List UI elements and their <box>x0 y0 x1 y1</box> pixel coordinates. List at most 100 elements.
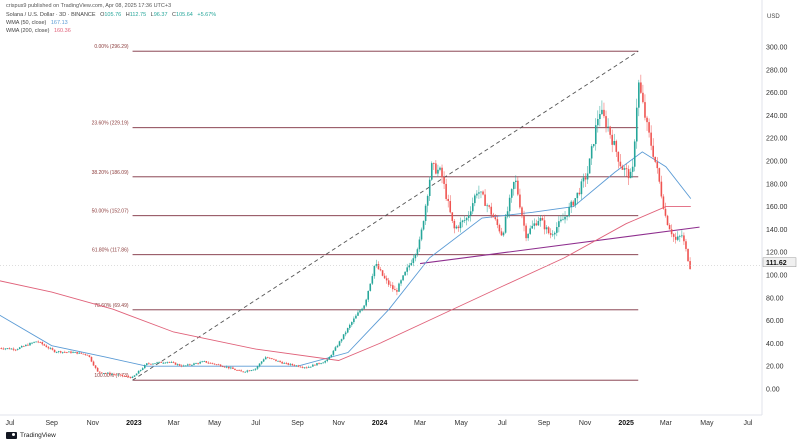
candle-body <box>232 367 234 369</box>
candle-body <box>320 363 322 365</box>
candle-body <box>318 363 320 364</box>
candle-body <box>584 177 587 180</box>
candle-body <box>154 363 156 365</box>
candle-body <box>340 339 343 342</box>
candle-body <box>646 117 648 123</box>
candle-body <box>566 216 568 218</box>
candle-body <box>535 223 538 226</box>
candle-body <box>556 227 558 233</box>
candle-body <box>564 216 566 220</box>
candle-body <box>428 179 431 197</box>
candle-body <box>111 374 113 375</box>
ohlc-open-label: O <box>100 12 105 18</box>
candle-body <box>287 363 290 365</box>
wma200-value: 160.36 <box>53 28 71 34</box>
wma50-legend[interactable]: WMA (50, close) 167.13 <box>6 20 68 26</box>
candle-body <box>461 220 464 223</box>
candle-body <box>359 310 361 313</box>
x-tick-label: 2024 <box>372 420 388 427</box>
candle-body <box>295 365 298 367</box>
candle-body <box>31 342 33 344</box>
candle-body <box>61 351 64 353</box>
ohlc-low-label: L <box>150 12 154 18</box>
candle-body <box>55 351 58 353</box>
ohlc-high-label: H <box>125 12 130 18</box>
x-tick-label: Sep <box>46 420 59 427</box>
candle-body <box>689 261 691 270</box>
candle-body <box>289 363 292 365</box>
candle-body <box>533 223 536 226</box>
candle-body <box>2 348 5 350</box>
candle-body <box>279 360 281 362</box>
candle-body <box>437 169 439 174</box>
ohlc-open: 105.76 <box>104 12 122 18</box>
x-tick-label: Jul <box>498 420 507 427</box>
candle-body <box>658 168 661 182</box>
candle-body <box>217 364 220 366</box>
candle-body <box>187 364 189 366</box>
x-tick-label: Sep <box>291 420 304 427</box>
tradingview-brand[interactable]: TradingView <box>6 432 56 439</box>
candle-body <box>631 166 634 172</box>
x-tick-label: Jul <box>251 420 260 427</box>
y-tick-label: 120.00 <box>766 250 788 257</box>
candle-body <box>213 363 216 365</box>
candle-body <box>76 352 78 354</box>
candle-body <box>648 122 650 133</box>
candle-body <box>629 171 632 179</box>
candle-body <box>68 351 70 353</box>
candle-body <box>553 232 556 235</box>
candle-body <box>492 214 495 218</box>
candle-body <box>400 280 402 284</box>
candle-body <box>20 345 23 348</box>
candle-body <box>330 354 333 358</box>
candle-body <box>597 118 599 126</box>
candle-body <box>638 82 640 108</box>
candle-body <box>178 364 181 366</box>
candle-body <box>371 276 374 284</box>
candle-body <box>605 116 607 128</box>
candle-body <box>355 315 357 319</box>
candle-body <box>609 126 611 135</box>
candle-body <box>467 215 470 218</box>
x-tick-label: Mar <box>168 420 181 427</box>
y-tick-label: 180.00 <box>766 181 788 188</box>
candle-body <box>293 365 296 366</box>
candle-body <box>515 180 517 183</box>
candle-body <box>119 374 121 376</box>
candle-body <box>443 177 445 184</box>
candle-body <box>150 363 152 365</box>
symbol-row[interactable]: Solana / U.S. Dollar · 3D · BINANCE O105… <box>6 12 216 18</box>
wma50-value: 167.13 <box>50 20 68 26</box>
x-tick-label: Jul <box>744 420 753 427</box>
candle-body <box>334 347 337 351</box>
y-tick-label: 240.00 <box>766 113 788 120</box>
candle-body <box>482 191 484 195</box>
candle-body <box>234 368 236 371</box>
candle-body <box>240 370 242 372</box>
candle-body <box>654 156 657 162</box>
candle-body <box>594 125 597 145</box>
y-tick-label: 220.00 <box>766 136 788 143</box>
candle-body <box>420 229 423 240</box>
y-tick-label: 20.00 <box>766 364 784 371</box>
candle-body <box>312 364 314 367</box>
y-tick-label: 280.00 <box>766 67 788 74</box>
candle-body <box>205 361 208 363</box>
candle-body <box>430 163 433 180</box>
candle-body <box>78 352 80 354</box>
wma200-legend[interactable]: WMA (200, close) 160.36 <box>6 28 71 34</box>
candle-body <box>447 198 449 202</box>
candle-body <box>201 361 203 363</box>
candle-body <box>49 348 52 350</box>
candle-body <box>166 361 169 363</box>
candle-body <box>537 220 540 226</box>
candle-body <box>615 140 618 152</box>
candle-body <box>43 344 46 346</box>
candle-body <box>457 226 460 229</box>
candle-body <box>414 254 417 259</box>
candle-body <box>41 342 44 345</box>
candle-body <box>70 351 72 353</box>
candle-body <box>412 258 415 263</box>
